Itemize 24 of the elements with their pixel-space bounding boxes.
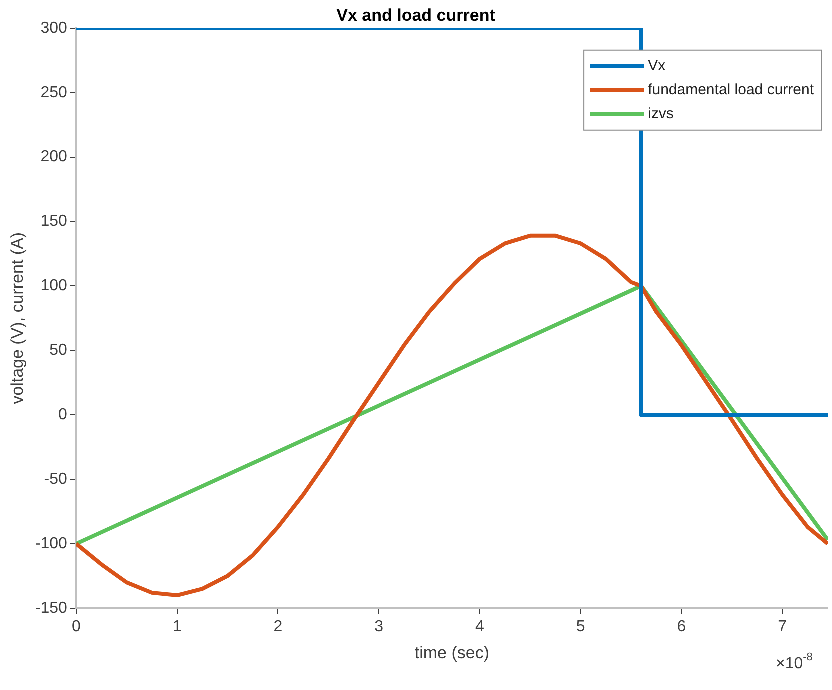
x-axis-title: time (sec) bbox=[414, 643, 490, 662]
y-tick-label: 100 bbox=[40, 278, 68, 295]
y-tick-label: -150 bbox=[35, 600, 68, 617]
y-tick-label: -50 bbox=[44, 470, 68, 488]
legend-label: izvs bbox=[648, 106, 674, 123]
legend-label: fundamental load current bbox=[648, 82, 815, 99]
x-tick-label: 7 bbox=[778, 618, 788, 636]
x-tick-label: 1 bbox=[172, 618, 182, 636]
y-tick-label: 150 bbox=[40, 213, 68, 230]
y-tick-label: 300 bbox=[40, 20, 68, 37]
x-tick-label: 2 bbox=[274, 618, 283, 636]
y-tick-label: 50 bbox=[50, 342, 68, 360]
legend-label: Vx bbox=[648, 58, 666, 75]
y-axis-title: voltage (V), current (A) bbox=[8, 232, 27, 404]
x-tick-label: 6 bbox=[677, 618, 686, 636]
y-tick-label: 200 bbox=[40, 148, 68, 166]
x-tick-label: 3 bbox=[374, 618, 384, 636]
x-tick-label: 0 bbox=[72, 618, 81, 636]
y-tick-label: -100 bbox=[35, 535, 68, 552]
x-tick-label: 4 bbox=[476, 618, 484, 636]
y-tick-label: 250 bbox=[40, 84, 68, 102]
chart-title: Vx and load current bbox=[336, 6, 496, 25]
y-tick-label: 0 bbox=[58, 406, 68, 424]
x-tick-label: 5 bbox=[576, 618, 586, 636]
